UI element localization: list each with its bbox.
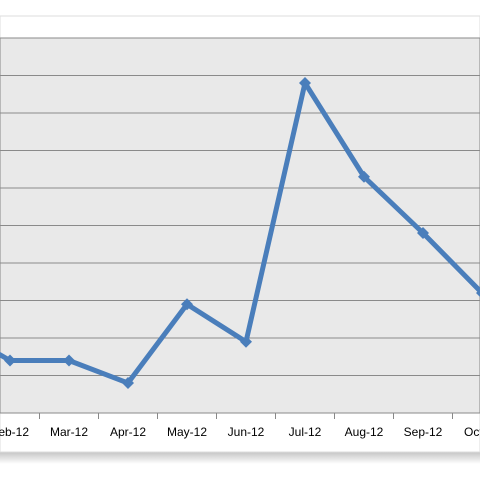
x-tick-label: Mar-12 bbox=[50, 425, 88, 439]
data-line bbox=[0, 80, 480, 386]
data-point bbox=[299, 77, 311, 89]
x-tick-label: Feb-12 bbox=[0, 425, 29, 439]
x-tick-label: Sep-12 bbox=[404, 425, 443, 439]
data-point bbox=[63, 354, 75, 367]
data-point bbox=[181, 298, 193, 311]
data-point bbox=[358, 170, 370, 183]
data-point bbox=[4, 354, 16, 367]
x-tick-label: May-12 bbox=[167, 425, 207, 439]
data-point bbox=[417, 227, 429, 239]
x-tick-label: Aug-12 bbox=[345, 425, 384, 439]
data-point bbox=[240, 335, 252, 348]
data-point bbox=[476, 289, 480, 297]
x-tick-label: Oct-12 bbox=[464, 425, 480, 439]
x-tick-label: Apr-12 bbox=[110, 425, 146, 439]
card-shadow bbox=[0, 450, 480, 464]
x-tick-label: Jun-12 bbox=[228, 425, 265, 439]
data-point bbox=[122, 377, 134, 389]
x-tick-label: Jul-12 bbox=[289, 425, 322, 439]
